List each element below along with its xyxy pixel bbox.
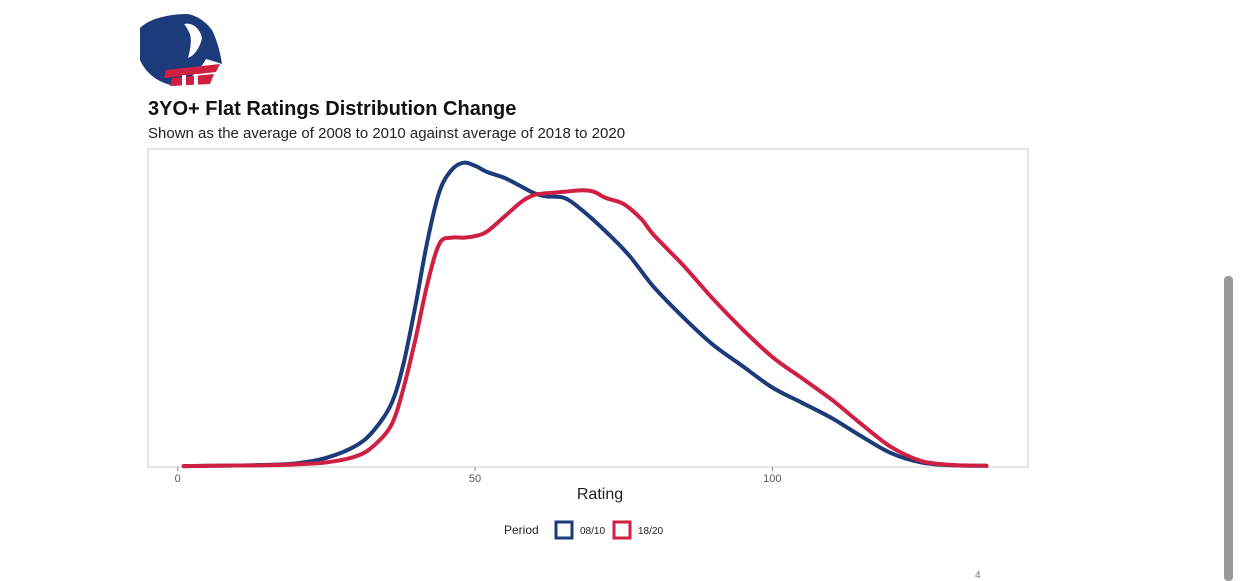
- horse-head-logo: [140, 14, 222, 86]
- chart-subtitle: Shown as the average of 2008 to 2010 aga…: [148, 125, 626, 142]
- legend-label: 18/20: [638, 526, 663, 537]
- x-tick-label: 100: [763, 473, 781, 485]
- vertical-scrollbar[interactable]: [1224, 276, 1233, 581]
- legend-key-08-10: [554, 520, 574, 540]
- x-tick-label: 50: [469, 473, 481, 485]
- legend-label: 08/10: [580, 526, 605, 537]
- x-tick-label: 0: [175, 473, 181, 485]
- series-line-18-20: [181, 188, 989, 469]
- legend-key-18-20: [612, 520, 632, 540]
- legend-title: Period: [504, 523, 539, 537]
- x-axis-label: Rating: [577, 486, 623, 503]
- series-line-08-10: [181, 160, 989, 469]
- chart-title: 3YO+ Flat Ratings Distribution Change: [148, 98, 517, 120]
- page-number: 4: [975, 570, 981, 581]
- plot-frame: [147, 148, 1029, 468]
